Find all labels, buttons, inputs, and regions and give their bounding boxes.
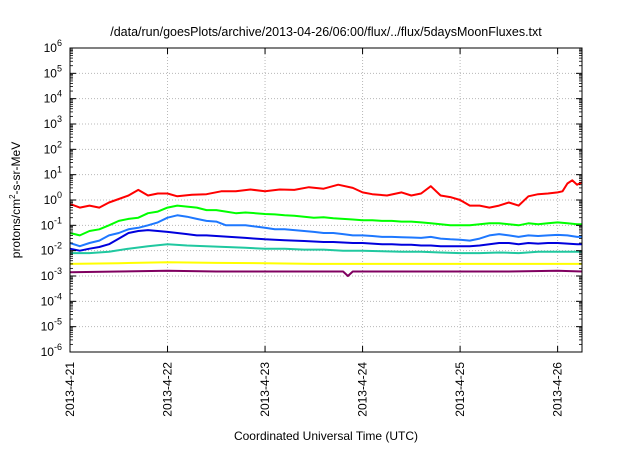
grid (70, 48, 582, 352)
series-group (69, 179, 583, 277)
y-tick-label: 105 (44, 63, 62, 80)
y-tick-label: 100 (44, 190, 62, 207)
chart-title: /data/run/goesPlots/archive/2013-04-26/0… (110, 25, 542, 39)
y-tick-label: 106 (44, 38, 62, 55)
x-tick-label: 2013-4-26 (551, 362, 565, 417)
y-tick-label: 10-3 (41, 266, 62, 283)
y-tick-label: 104 (44, 89, 62, 106)
y-tick-label: 10-5 (41, 317, 62, 334)
x-tick-label: 2013-4-22 (161, 362, 175, 417)
y-tick-label: 102 (44, 139, 62, 156)
x-tick-label: 2013-4-25 (453, 362, 467, 417)
x-axis-label: Coordinated Universal Time (UTC) (234, 429, 418, 443)
y-tick-label: 10-2 (41, 241, 62, 258)
series-line-5 (70, 243, 582, 255)
y-axis: 106 105 104 103 102 101 100 10-1 10-2 10-3 10-4 10-… (41, 38, 582, 359)
y-tick-label: 10-6 (41, 342, 62, 359)
y-axis-label-suffix: -s-sr-MeV (9, 142, 23, 195)
y-axis-label-superscript: 2 (8, 194, 17, 199)
series-line-6 (69, 261, 582, 265)
x-tick-label: 2013-4-23 (258, 362, 272, 417)
y-tick-label: 10-4 (41, 291, 62, 308)
y-tick-label: 103 (44, 114, 62, 131)
series-line-4 (69, 229, 582, 252)
x-tick-label: 2013-4-24 (356, 362, 370, 417)
x-tick-label: 2013-4-21 (63, 362, 77, 417)
y-axis-label-prefix: protons/cm (9, 199, 23, 258)
series-line-1 (69, 179, 583, 209)
y-axis-label: protons/cm2-s-sr-MeV (8, 142, 23, 258)
series-line-7 (69, 269, 583, 277)
y-tick-label: 10-1 (41, 215, 62, 232)
series-line-3 (69, 214, 582, 248)
y-tick-label: 101 (44, 165, 62, 182)
x-axis: 2013-4-21 2013-4-22 2013-4-23 2013-4-24 2013… (63, 48, 565, 417)
series-line-2 (69, 204, 582, 237)
